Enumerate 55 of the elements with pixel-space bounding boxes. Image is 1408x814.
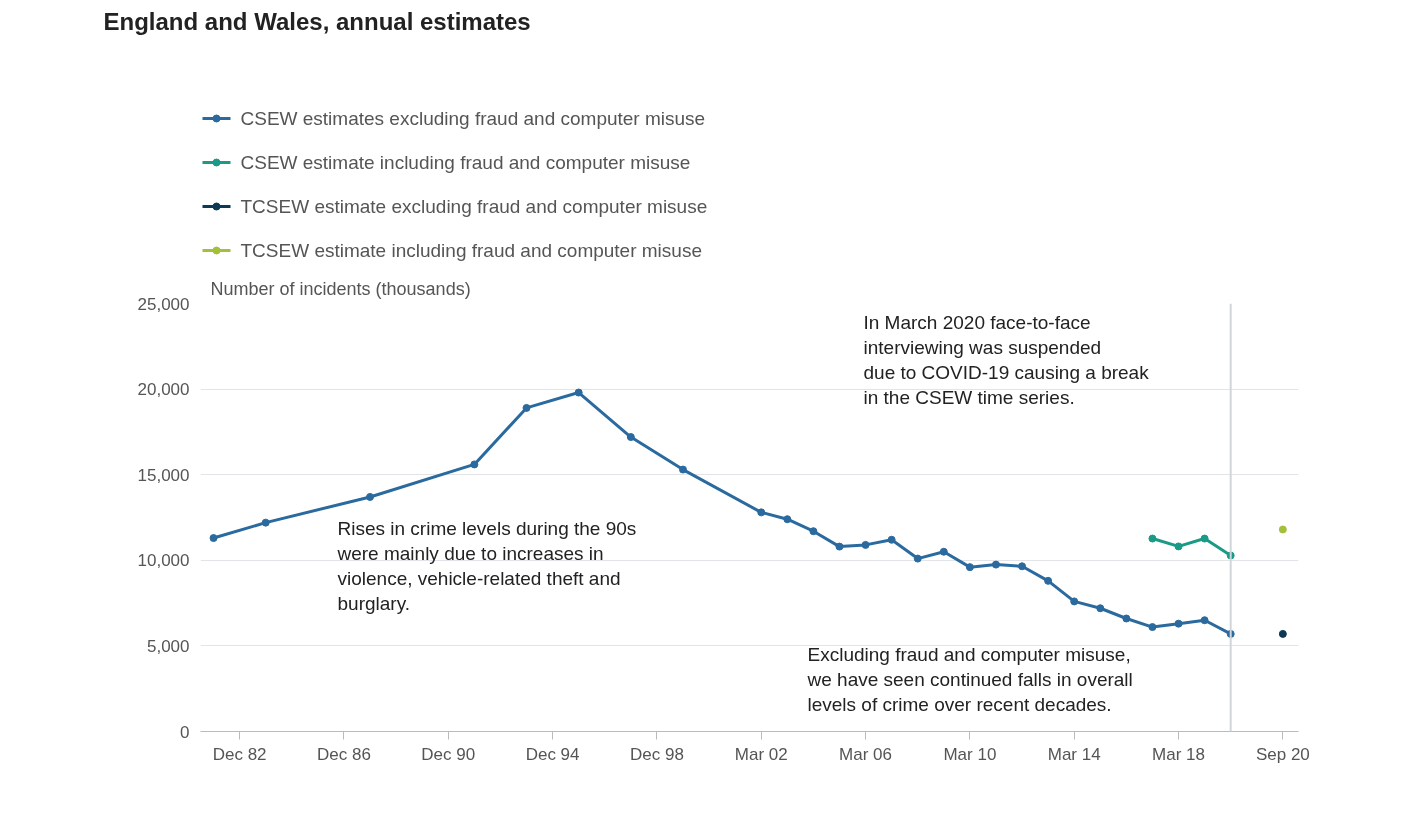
point	[809, 527, 818, 536]
point	[366, 492, 375, 501]
x-tick-label: Dec 86	[317, 744, 371, 764]
point	[678, 465, 687, 474]
point	[783, 515, 792, 524]
point	[1044, 576, 1053, 585]
point	[913, 554, 922, 563]
y-tick-label: 0	[180, 722, 190, 742]
legend-label: TCSEW estimate excluding fraud and computer misuse	[240, 196, 708, 217]
point	[1070, 597, 1079, 606]
x-tick-label: Dec 94	[525, 744, 580, 764]
point	[209, 534, 218, 543]
point	[835, 542, 844, 551]
y-tick-label: 25,000	[137, 294, 190, 314]
y-tick-label: 15,000	[137, 465, 190, 485]
point	[1018, 562, 1027, 571]
point	[861, 540, 870, 549]
point	[1200, 534, 1209, 543]
point	[1174, 619, 1183, 628]
point	[887, 535, 896, 544]
point	[757, 508, 766, 517]
x-tick-label: Mar 14	[1047, 744, 1101, 764]
point	[626, 433, 635, 442]
point	[261, 518, 270, 527]
point	[1096, 604, 1105, 613]
point	[1174, 542, 1183, 551]
y-tick-label: 20,000	[137, 380, 190, 400]
y-tick-label: 10,000	[137, 551, 190, 571]
annotation: Rises in crime levels during the 90s were mainly due to increases in violence, vehicle-related theft and burglary.	[336, 517, 637, 615]
x-tick-label: Mar 10	[943, 744, 997, 764]
legend-label: TCSEW estimate including fraud and computer misuse	[240, 240, 702, 261]
point	[1200, 616, 1209, 625]
x-tick-label: Mar 18	[1152, 744, 1205, 764]
x-tick-label: Sep 20	[1255, 744, 1310, 764]
y-axis-title: Number of incidents (thousands)	[210, 278, 471, 299]
legend-label: CSEW estimates excluding fraud and computer misuse	[240, 108, 706, 129]
point	[1148, 623, 1157, 632]
x-tick-label: Dec 82	[212, 744, 267, 764]
point	[991, 560, 1000, 569]
chart-title: England and Wales, annual estimates	[103, 7, 531, 35]
x-tick-label: Mar 02	[734, 744, 788, 764]
x-tick-label: Dec 90	[421, 744, 476, 764]
legend-label: CSEW estimate including fraud and computer misuse	[240, 152, 691, 173]
point	[1122, 614, 1131, 623]
point	[939, 547, 948, 556]
point	[574, 388, 583, 397]
point	[470, 460, 479, 469]
point	[965, 563, 974, 572]
annotation: In March 2020 face-to-face interviewing was suspended due to COVID-19 causing a break in the CSEW time series.	[863, 311, 1150, 409]
annotation: Excluding fraud and computer misuse, we have seen continued falls in overall levels of crime over recent decades.	[806, 643, 1133, 715]
y-tick-label: 5,000	[146, 636, 190, 656]
x-tick-label: Dec 98	[629, 744, 684, 764]
point	[1148, 534, 1157, 543]
point	[522, 403, 531, 412]
x-tick-label: Mar 06	[839, 744, 893, 764]
